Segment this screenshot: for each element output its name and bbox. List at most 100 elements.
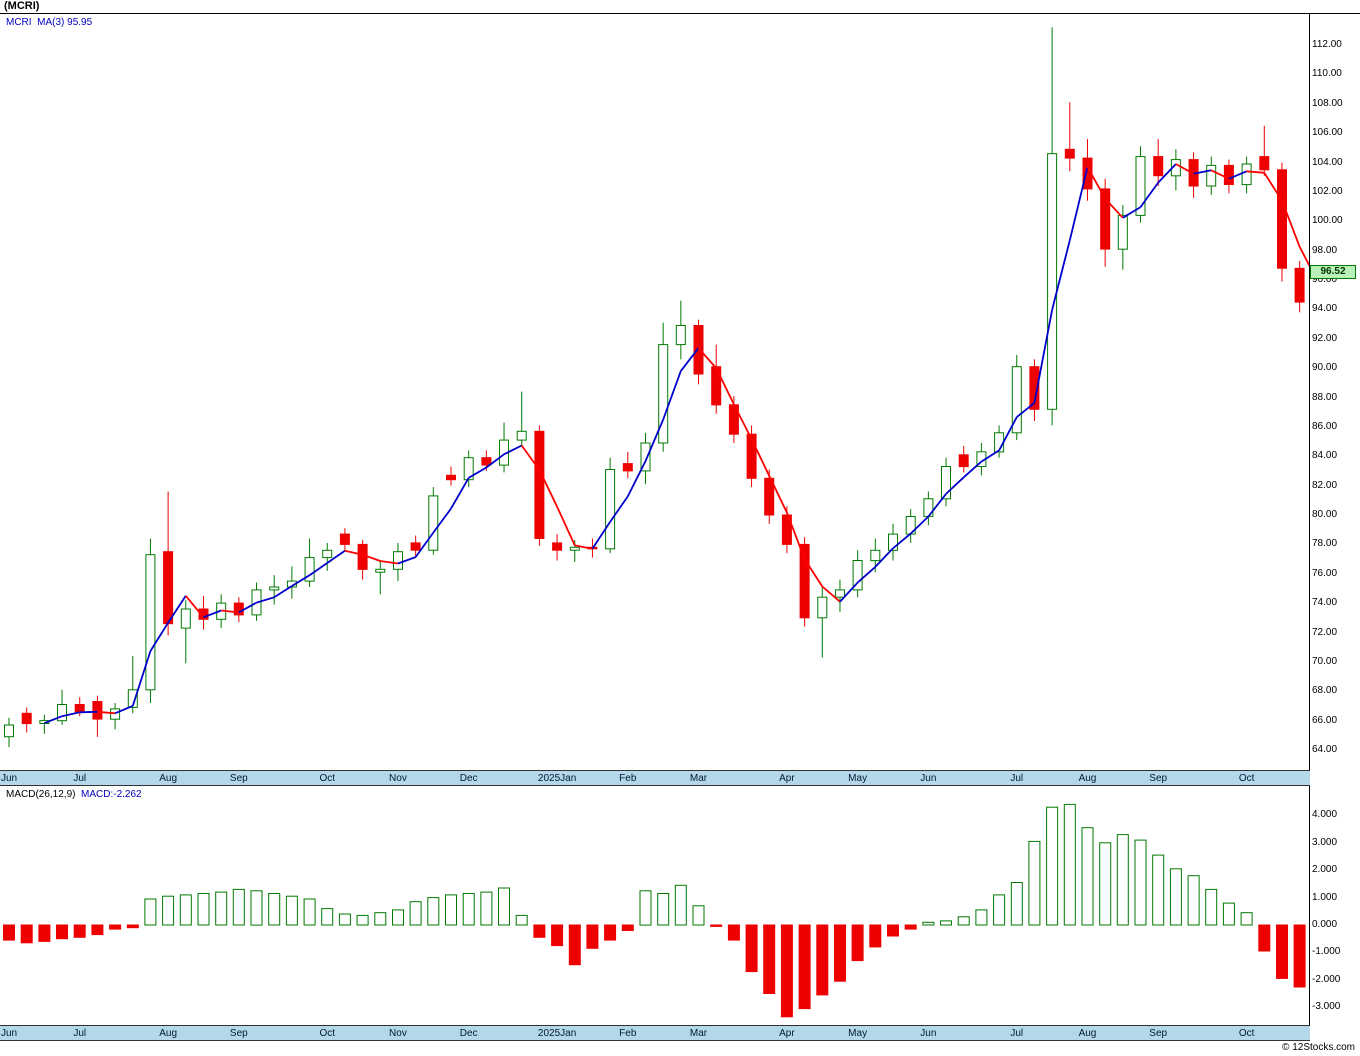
ma3-line-segment — [468, 466, 487, 479]
macd-y-axis: 4.000 3.000 2.000 1.000 0.000 -1.000 -2.000 -3.… — [1312, 786, 1360, 1025]
month-label: Jun — [920, 1028, 937, 1039]
ma3-line-segment — [344, 549, 363, 556]
candle-down — [693, 325, 704, 375]
macd-bar-positive — [1028, 840, 1041, 926]
ma3-line-segment — [697, 347, 717, 369]
price-overlay-label: MCRI MA(3) 95.95 — [6, 17, 92, 28]
candle-up — [1206, 164, 1217, 187]
candle-up — [463, 457, 474, 481]
ma3-line-segment — [185, 595, 205, 618]
month-label: Nov — [389, 1028, 407, 1039]
credit-link[interactable]: © 12Stocks.com — [1282, 1042, 1355, 1053]
ma3-line-segment — [397, 556, 416, 565]
ma3-line-segment — [149, 622, 169, 652]
price-tick-label: 104.00 — [1312, 156, 1343, 168]
macd-bar-positive — [1134, 839, 1147, 926]
candle-down — [1064, 148, 1075, 159]
macd-bar-negative — [586, 924, 599, 949]
month-label: Feb — [619, 773, 637, 784]
candle-up — [1011, 366, 1022, 434]
macd-bar-positive — [480, 891, 493, 926]
ma3-line-segment — [1086, 166, 1106, 200]
macd-bar-positive — [1152, 854, 1165, 926]
macd-tick-label: 1.000 — [1312, 891, 1338, 903]
ma3-line-segment — [79, 710, 98, 714]
macd-bar-positive — [940, 920, 952, 926]
ma3-line-segment — [273, 585, 293, 599]
price-tick-label: 68.00 — [1312, 685, 1338, 697]
ma3-line-segment — [1281, 200, 1301, 248]
ma3-line-segment — [821, 585, 841, 603]
macd-bar-positive — [356, 914, 369, 926]
macd-bar-positive — [179, 894, 192, 926]
macd-bar-positive — [1116, 834, 1129, 926]
macd-bar-positive — [1240, 912, 1253, 926]
month-label: Sep — [1149, 773, 1168, 784]
macd-bar-positive — [674, 884, 687, 926]
macd-bar-negative — [780, 924, 793, 1018]
macd-bar-negative — [710, 924, 723, 927]
ma3-line-segment — [167, 595, 187, 624]
macd-bar-positive — [922, 921, 935, 926]
month-label: Jul — [73, 1028, 87, 1039]
ma3-line-segment — [97, 710, 116, 715]
macd-bar-positive — [1010, 882, 1023, 926]
price-tick-label: 76.00 — [1312, 567, 1338, 579]
month-label: Aug — [1078, 1028, 1097, 1039]
macd-bar-negative — [73, 924, 86, 938]
candle-down — [1259, 156, 1270, 171]
ma3-line-segment — [1263, 172, 1283, 202]
candle-up — [180, 608, 191, 629]
ma3-line-segment — [1016, 402, 1035, 418]
ma3-line-segment — [326, 549, 346, 564]
macd-bar-positive — [692, 905, 705, 926]
candle-down — [1277, 169, 1287, 269]
candle-up — [4, 724, 14, 738]
month-label: Oct — [319, 1028, 336, 1039]
last-price-tag: 96.52 — [1310, 265, 1356, 280]
macd-bar-positive — [374, 912, 387, 926]
candle-down — [552, 542, 563, 551]
candle-up — [57, 704, 67, 722]
month-label: Jul — [1010, 1028, 1024, 1039]
candle-down — [764, 477, 775, 516]
price-y-axis: 112.00 110.00 108.00 106.00 104.00 102.00 100.… — [1312, 14, 1360, 770]
macd-bar-positive — [197, 893, 210, 926]
macd-bar-positive — [232, 888, 245, 926]
month-label: May — [848, 1028, 868, 1039]
ma3-line-segment — [131, 650, 152, 707]
ma3-line-segment — [291, 574, 311, 587]
candle-down — [233, 602, 244, 616]
ma3-line-segment — [362, 553, 381, 562]
macd-bar-negative — [568, 924, 581, 966]
macd-bar-positive — [957, 916, 970, 926]
candle-down — [446, 474, 456, 481]
ma3-line-segment — [998, 416, 1018, 451]
macd-bar-positive — [1081, 827, 1094, 926]
ma3-line-segment — [380, 560, 399, 565]
month-axis-top: Jun Jul Aug Sep Oct Nov Dec 2025Jan Feb Mar Apr May… — [0, 770, 1310, 786]
macd-bar-negative — [533, 924, 546, 938]
macd-bar-plot — [3, 803, 1306, 1018]
month-label: Mar — [689, 773, 708, 784]
ma3-line-segment — [591, 521, 611, 550]
macd-bar-negative — [851, 924, 864, 962]
macd-bar-positive — [215, 891, 228, 926]
price-tick-label: 66.00 — [1312, 714, 1338, 726]
month-label: Nov — [389, 773, 407, 784]
macd-bar-negative — [1258, 924, 1271, 952]
candle-down — [410, 542, 421, 551]
month-label: Dec — [459, 773, 478, 784]
ma3-line-segment — [733, 403, 753, 440]
macd-value-label: MACD:-2.262 — [81, 789, 142, 800]
candle-down — [163, 551, 174, 625]
chart-title: (MCRI) — [0, 0, 1360, 14]
price-tick-label: 96.00 — [1312, 274, 1338, 285]
month-label: Oct — [1238, 773, 1255, 784]
macd-bar-positive — [1063, 803, 1076, 926]
ma3-line-segment — [963, 460, 982, 478]
macd-bar-positive — [144, 898, 157, 926]
month-label: Feb — [619, 1028, 637, 1039]
month-label: May — [848, 773, 868, 784]
ma3-line-segment — [520, 444, 541, 471]
